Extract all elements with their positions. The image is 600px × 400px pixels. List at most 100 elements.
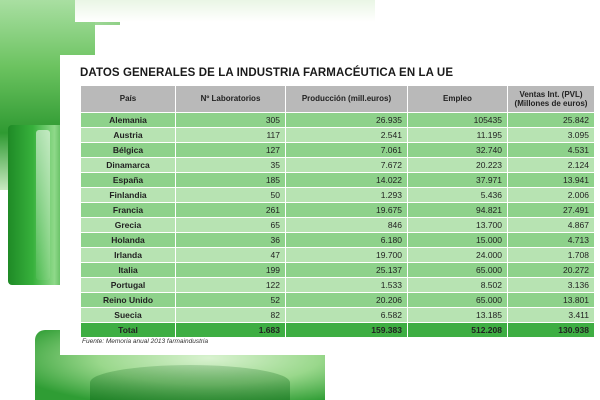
- cell-country: Irlanda: [80, 247, 176, 263]
- table-row: Francia 261 19.675 94.821 27.491: [80, 202, 595, 218]
- cell-employment: 24.000: [407, 247, 508, 263]
- cell-production: 19.675: [285, 202, 408, 218]
- cell-employment: 20.223: [407, 157, 508, 173]
- cell-labs: 122: [175, 277, 286, 293]
- table-row: España 185 14.022 37.971 13.941: [80, 172, 595, 188]
- cell-sales: 13.801: [507, 292, 595, 308]
- cell-employment: 15.000: [407, 232, 508, 248]
- cell-production: 1.533: [285, 277, 408, 293]
- cell-labs: 52: [175, 292, 286, 308]
- cell-sales: 3.136: [507, 277, 595, 293]
- cell-production: 846: [285, 217, 408, 233]
- cell-country: Reino Unido: [80, 292, 176, 308]
- cell-employment: 8.502: [407, 277, 508, 293]
- cell-production: 6.180: [285, 232, 408, 248]
- cell-sales: 4.713: [507, 232, 595, 248]
- cell-total-labs: 1.683: [175, 322, 286, 338]
- table-row: Grecia 65 846 13.700 4.867: [80, 217, 595, 233]
- cell-country: Francia: [80, 202, 176, 218]
- data-card: DATOS GENERALES DE LA INDUSTRIA FARMACÉU…: [60, 55, 600, 355]
- table-row: Irlanda 47 19.700 24.000 1.708: [80, 247, 595, 263]
- cell-labs: 305: [175, 112, 286, 128]
- cell-production: 2.541: [285, 127, 408, 143]
- pharma-industry-table: País Nº Laboratorios Producción (mill.eu…: [80, 85, 595, 338]
- cell-country: Portugal: [80, 277, 176, 293]
- cell-production: 20.206: [285, 292, 408, 308]
- decorative-cube-shadow: [90, 365, 290, 400]
- cell-labs: 35: [175, 157, 286, 173]
- column-header-employment: Empleo: [407, 85, 508, 113]
- column-header-production: Producción (mill.euros): [285, 85, 408, 113]
- table-row: Finlandia 50 1.293 5.436 2.006: [80, 187, 595, 203]
- cell-employment: 37.971: [407, 172, 508, 188]
- cell-country: España: [80, 172, 176, 188]
- column-header-country: País: [80, 85, 176, 113]
- table-row: Suecia 82 6.582 13.185 3.411: [80, 307, 595, 323]
- source-note: Fuente: Memoria anual 2013 farmaindustri…: [82, 338, 209, 345]
- cell-production: 7.061: [285, 142, 408, 158]
- cell-production: 7.672: [285, 157, 408, 173]
- cell-labs: 47: [175, 247, 286, 263]
- table-row: Alemania 305 26.935 105435 25.842: [80, 112, 595, 128]
- cell-sales: 3.411: [507, 307, 595, 323]
- cell-sales: 13.941: [507, 172, 595, 188]
- cell-sales: 20.272: [507, 262, 595, 278]
- cell-labs: 127: [175, 142, 286, 158]
- table-row: Dinamarca 35 7.672 20.223 2.124: [80, 157, 595, 173]
- cell-employment: 13.700: [407, 217, 508, 233]
- cell-country: Suecia: [80, 307, 176, 323]
- cell-employment: 11.195: [407, 127, 508, 143]
- cell-total-employment: 512.208: [407, 322, 508, 338]
- cell-employment: 105435: [407, 112, 508, 128]
- table-row: Italia 199 25.137 65.000 20.272: [80, 262, 595, 278]
- cell-labs: 36: [175, 232, 286, 248]
- column-header-sales-line2: (Millones de euros): [514, 99, 588, 108]
- column-header-labs: Nº Laboratorios: [175, 85, 286, 113]
- cell-labs: 199: [175, 262, 286, 278]
- cell-employment: 5.436: [407, 187, 508, 203]
- cell-employment: 94.821: [407, 202, 508, 218]
- cell-sales: 4.531: [507, 142, 595, 158]
- cell-country: Finlandia: [80, 187, 176, 203]
- cell-employment: 32.740: [407, 142, 508, 158]
- column-header-sales: Ventas Int. (PVL) (Millones de euros): [507, 85, 595, 113]
- table-row: Austria 117 2.541 11.195 3.095: [80, 127, 595, 143]
- cell-country: Grecia: [80, 217, 176, 233]
- cell-total-sales: 130.938: [507, 322, 595, 338]
- cell-total-production: 159.383: [285, 322, 408, 338]
- cell-employment: 13.185: [407, 307, 508, 323]
- cell-sales: 4.867: [507, 217, 595, 233]
- cell-sales: 3.095: [507, 127, 595, 143]
- decorative-cube-highlight: [36, 130, 50, 280]
- column-header-sales-line1: Ventas Int. (PVL): [519, 89, 583, 99]
- cell-country: Bélgica: [80, 142, 176, 158]
- cell-country: Holanda: [80, 232, 176, 248]
- table-row: Reino Unido 52 20.206 65.000 13.801: [80, 292, 595, 308]
- cell-country: Austria: [80, 127, 176, 143]
- cell-total-label: Total: [80, 322, 176, 338]
- table-row: Portugal 122 1.533 8.502 3.136: [80, 277, 595, 293]
- cell-production: 25.137: [285, 262, 408, 278]
- cell-labs: 261: [175, 202, 286, 218]
- cell-country: Alemania: [80, 112, 176, 128]
- table-row: Holanda 36 6.180 15.000 4.713: [80, 232, 595, 248]
- cell-country: Italia: [80, 262, 176, 278]
- table-title: DATOS GENERALES DE LA INDUSTRIA FARMACÉU…: [80, 67, 454, 79]
- cell-sales: 2.006: [507, 187, 595, 203]
- cell-production: 1.293: [285, 187, 408, 203]
- cell-country: Dinamarca: [80, 157, 176, 173]
- table-row: Bélgica 127 7.061 32.740 4.531: [80, 142, 595, 158]
- cell-employment: 65.000: [407, 262, 508, 278]
- cell-production: 19.700: [285, 247, 408, 263]
- cell-labs: 65: [175, 217, 286, 233]
- cell-sales: 27.491: [507, 202, 595, 218]
- cell-sales: 1.708: [507, 247, 595, 263]
- table-total-row: Total 1.683 159.383 512.208 130.938: [80, 322, 595, 338]
- cell-sales: 25.842: [507, 112, 595, 128]
- cell-sales: 2.124: [507, 157, 595, 173]
- cell-employment: 65.000: [407, 292, 508, 308]
- cell-labs: 117: [175, 127, 286, 143]
- cell-labs: 185: [175, 172, 286, 188]
- cell-production: 14.022: [285, 172, 408, 188]
- cell-labs: 50: [175, 187, 286, 203]
